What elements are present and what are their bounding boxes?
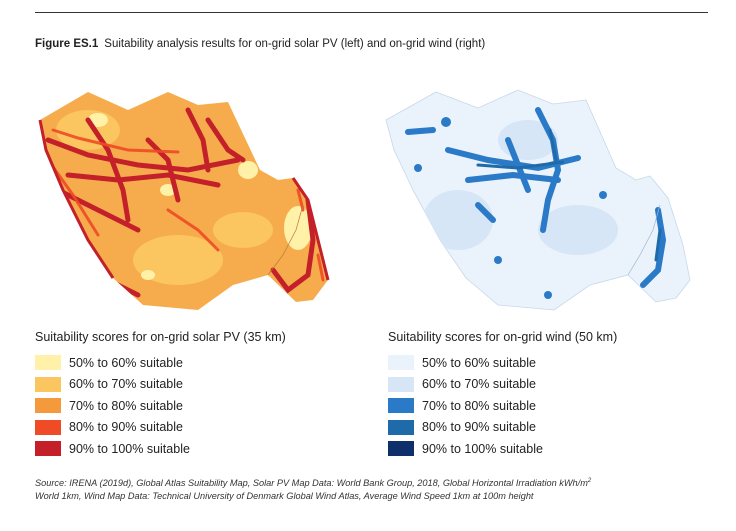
solar-legend-item: 90% to 100% suitable (35, 438, 365, 460)
solar-corridor-80-90 (51, 128, 180, 154)
wind-legend-swatch (388, 398, 414, 414)
solar-legend-item: 80% to 90% suitable (35, 417, 365, 439)
solar-corridor-90-100 (145, 137, 181, 203)
source-note: Source: IRENA (2019d), Global Atlas Suit… (35, 475, 715, 503)
wind-spot-70-80 (599, 191, 607, 199)
wind-legend-item: 70% to 80% suitable (388, 395, 718, 417)
solar-legend-swatch (35, 398, 61, 414)
solar-corridor-90-100 (185, 107, 211, 173)
wind-legend-swatch (388, 441, 414, 457)
wind-zone-60-70 (538, 205, 618, 255)
solar-corridor-90-100 (85, 117, 131, 223)
solar-pv-suitability-map (38, 92, 330, 310)
solar-zone-50-60 (160, 184, 176, 196)
wind-spot-70-80 (441, 117, 451, 127)
solar-zone-60-70 (213, 212, 273, 248)
wind-legend-title: Suitability scores for on-grid wind (50 … (388, 330, 618, 344)
solar-zone-60-70 (133, 235, 223, 285)
figure-caption: Figure ES.1 Suitability analysis results … (35, 38, 485, 50)
solar-legend-label: 70% to 80% suitable (69, 398, 183, 413)
wind-land-base (385, 89, 691, 311)
wind-suitability-map (385, 89, 691, 311)
solar-zone-50-60 (141, 270, 155, 280)
figure-label: Figure ES.1 (35, 38, 99, 50)
solar-corridor-90-100 (270, 197, 316, 294)
wind-legend-item: 90% to 100% suitable (388, 438, 718, 460)
solar-legend-swatch (35, 355, 61, 371)
solar-corridor-80-90 (166, 208, 220, 252)
wind-legend-label: 70% to 80% suitable (422, 398, 536, 413)
wind-legend-label: 80% to 90% suitable (422, 420, 536, 435)
wind-corridor-70-80 (465, 171, 561, 183)
solar-legend-item: 60% to 70% suitable (35, 374, 365, 396)
wind-country-border (627, 204, 661, 276)
solar-coast-edge (38, 119, 115, 279)
wind-legend-label: 50% to 60% suitable (422, 355, 536, 370)
wind-corridor-80-90 (654, 228, 662, 262)
wind-corridor-70-80 (640, 207, 667, 288)
solar-coast-edge (291, 177, 330, 281)
solar-legend-item: 50% to 60% suitable (35, 352, 365, 374)
wind-legend-swatch (388, 376, 414, 392)
solar-corridor-90-100 (65, 172, 221, 188)
solar-corridor-90-100 (205, 117, 246, 163)
figure-caption-text: Suitability analysis results for on-grid… (104, 38, 486, 50)
solar-country-border (267, 204, 304, 276)
source-line-1: Source: IRENA (2019d), Global Atlas Suit… (35, 478, 588, 489)
solar-corridor-80-90 (296, 188, 305, 212)
solar-legend-label: 60% to 70% suitable (69, 377, 183, 392)
wind-spot-70-80 (494, 256, 502, 264)
wind-legend: Suitability scores for on-grid wind (50 … (388, 330, 718, 460)
wind-legend-swatch (388, 355, 414, 371)
wind-corridor-70-80 (405, 127, 436, 135)
wind-legend-item: 50% to 60% suitable (388, 352, 718, 374)
wind-corridor-70-80 (505, 137, 531, 193)
solar-zone-50-60 (238, 161, 258, 179)
solar-legend-item: 70% to 80% suitable (35, 395, 365, 417)
solar-legend-swatch (35, 419, 61, 435)
wind-corridor-70-80 (535, 107, 562, 233)
solar-legend-label: 90% to 100% suitable (69, 441, 190, 456)
wind-legend-item: 60% to 70% suitable (388, 374, 718, 396)
wind-corridor-70-80 (475, 202, 496, 223)
solar-legend: Suitability scores for on-grid solar PV … (35, 330, 365, 460)
solar-corridor-80-90 (316, 253, 325, 282)
wind-legend-label: 90% to 100% suitable (422, 441, 543, 456)
solar-legend-label: 80% to 90% suitable (69, 420, 183, 435)
solar-legend-label: 50% to 60% suitable (69, 355, 183, 370)
solar-legend-swatch (35, 376, 61, 392)
wind-legend-label: 60% to 70% suitable (422, 377, 536, 392)
top-rule (35, 12, 708, 13)
solar-legend-swatch (35, 441, 61, 457)
wind-spot-70-80 (414, 164, 422, 172)
wind-corridor-80-90 (548, 128, 558, 162)
wind-legend-swatch (388, 419, 414, 435)
source-line-2: World 1km, Wind Map Data: Technical Univ… (35, 491, 534, 502)
wind-legend-item: 80% to 90% suitable (388, 417, 718, 439)
wind-zone-60-70 (423, 190, 493, 250)
solar-corridor-90-100 (55, 187, 141, 233)
wind-corridor-80-90 (476, 160, 565, 170)
source-superscript: 2 (587, 478, 592, 484)
solar-corridor-90-100 (45, 137, 241, 173)
wind-spot-70-80 (544, 291, 552, 299)
solar-legend-title: Suitability scores for on-grid solar PV … (35, 330, 286, 344)
